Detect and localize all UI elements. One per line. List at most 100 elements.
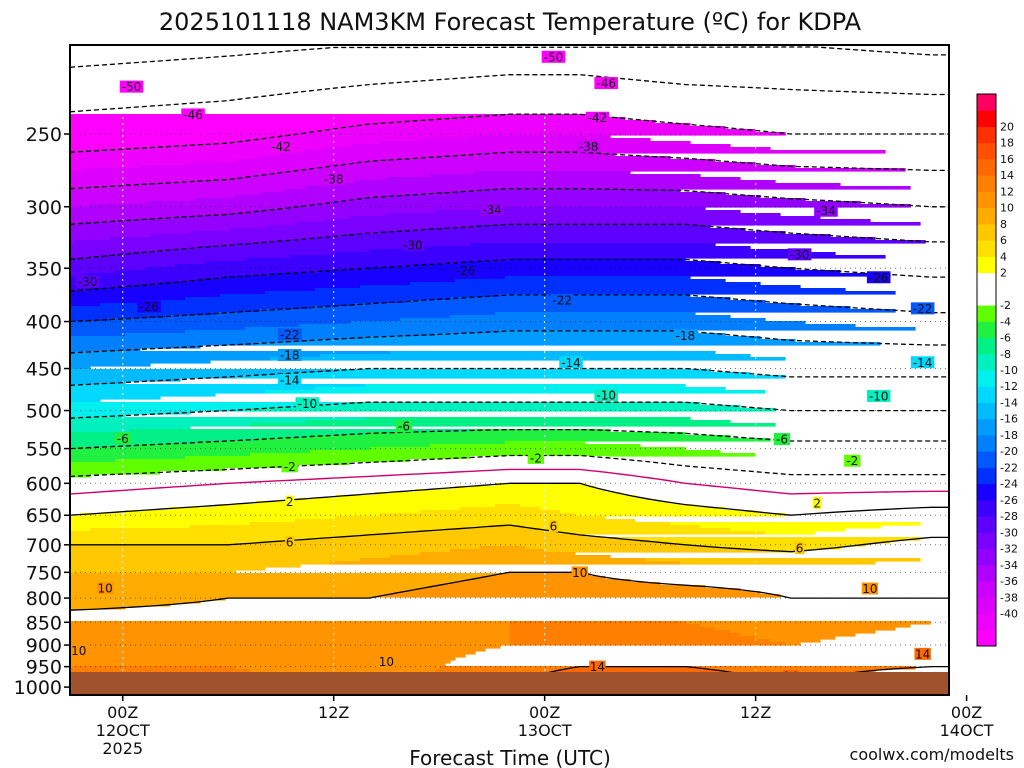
colorbar-label-8: 8 <box>1000 218 1007 231</box>
contour-line--2 <box>70 454 949 478</box>
contour-label-11: -30 <box>403 238 423 252</box>
contour-label-3: -46 <box>596 77 616 91</box>
contour-label-18: -22 <box>913 302 933 316</box>
colorbar-swatch-24 <box>977 240 996 257</box>
colorbar-label--26: -26 <box>1000 494 1018 507</box>
colorbar-label--12: -12 <box>1000 380 1018 393</box>
contour-label-27: -6 <box>117 432 129 446</box>
contour-line--34 <box>70 187 949 225</box>
contour-label-35: 6 <box>286 535 294 549</box>
contour-line--38 <box>70 151 949 190</box>
colorbar-swatch-29 <box>977 158 996 176</box>
colorbar-swatch-13 <box>977 418 996 436</box>
x-tick-label-0-2: 2025 <box>102 739 143 758</box>
colorbar-swatch-32 <box>977 110 996 127</box>
colorbar-swatch-23 <box>977 256 996 274</box>
colorbar-label-6: 6 <box>1000 234 1007 247</box>
colorbar-label--24: -24 <box>1000 478 1018 491</box>
contour-line--30 <box>70 223 949 261</box>
x-tick-label-24-0: 00Z <box>529 703 560 722</box>
colorbar-swatch-18 <box>977 337 996 355</box>
y-tick-label-950: 950 <box>26 657 62 679</box>
contour-line-2 <box>70 482 949 516</box>
y-tick-label-900: 900 <box>26 635 62 657</box>
colorbar-label--4: -4 <box>1000 315 1011 328</box>
colorbar-label--32: -32 <box>1000 543 1018 556</box>
colorbar-label--36: -36 <box>1000 575 1018 588</box>
contour-label-5: -42 <box>588 111 608 125</box>
contour-label-2: -46 <box>183 108 203 122</box>
contour-label-19: -18 <box>280 349 300 363</box>
contour-label-15: -26 <box>869 271 889 285</box>
contour-label-24: -10 <box>298 397 318 411</box>
colorbar-label--14: -14 <box>1000 396 1018 409</box>
colorbar-label--28: -28 <box>1000 510 1018 523</box>
colorbar-swatch-30 <box>977 142 996 160</box>
contour-label-36: 6 <box>550 520 558 534</box>
contour-label-8: -34 <box>482 203 502 217</box>
colorbar-swatch-3 <box>977 581 996 598</box>
colorbar-swatch-26 <box>977 207 996 225</box>
colorbar-swatch-5 <box>977 548 996 566</box>
colorbar-label-2: 2 <box>1000 267 1007 280</box>
contour-line--26 <box>70 258 949 292</box>
colorbar-swatch-8 <box>977 499 996 517</box>
colorbar-label--16: -16 <box>1000 413 1018 426</box>
contour-label-31: -2 <box>530 451 542 465</box>
colorbar-swatch-22 <box>977 272 996 290</box>
colorbar-frame <box>976 93 997 647</box>
x-tick-label-0-1: 12OCT <box>96 721 150 740</box>
colorbar-label--10: -10 <box>1000 364 1018 377</box>
contour-label-37: 6 <box>796 542 804 556</box>
contour-label-42: 10 <box>862 582 877 596</box>
contour-label-39: 10 <box>71 644 86 658</box>
colorbar-swatch-28 <box>977 175 996 192</box>
colorbar-label--40: -40 <box>1000 608 1018 621</box>
colorbar-swatch-31 <box>977 126 996 144</box>
colorbar-swatch-12 <box>977 434 996 452</box>
colorbar-swatch-0 <box>977 629 996 647</box>
x-tick-label-0-0: 00Z <box>107 703 138 722</box>
y-tick-label-850: 850 <box>26 612 62 634</box>
colorbar-swatch-17 <box>977 353 996 371</box>
colorbar-swatch-33 <box>977 94 996 111</box>
contour-label-32: -2 <box>846 454 858 468</box>
colorbar: 20 18 16 14 12 10 8 6 4 2 -2 -4 -6 -8 -10 -12 -14 -16 -18 -… <box>976 93 1018 647</box>
colorbar-label-20: 20 <box>1000 120 1014 133</box>
colorbar-swatch-25 <box>977 223 996 241</box>
x-tick-label-24-1: 13OCT <box>518 721 572 740</box>
contour-label-4: -42 <box>271 140 291 154</box>
contour-label-6: -38 <box>324 173 344 187</box>
contour-label-10: -30 <box>78 275 98 289</box>
colorbar-swatch-21 <box>977 288 996 306</box>
colorbar-label-4: 4 <box>1000 250 1007 263</box>
contour-line--18 <box>70 330 949 354</box>
colorbar-label-18: 18 <box>1000 137 1014 150</box>
contour-label-25: -10 <box>596 389 616 403</box>
plot-frame <box>69 44 950 696</box>
contour-label-45: 14 <box>915 647 930 661</box>
x-tick-label-36-0: 12Z <box>740 703 771 722</box>
contour-label-1: -50 <box>544 50 564 64</box>
credit-link[interactable]: coolwx.com/modelts <box>850 745 1014 764</box>
colorbar-swatch-4 <box>977 564 996 582</box>
colorbar-swatch-2 <box>977 597 996 615</box>
contour-line--14 <box>70 367 949 386</box>
contour-label-40: 10 <box>379 655 394 669</box>
colorbar-swatch-14 <box>977 402 996 420</box>
colorbar-swatch-1 <box>977 613 996 631</box>
ground-surface <box>70 672 949 695</box>
contour-line--46 <box>70 74 949 113</box>
x-tick-label-48-0: 00Z <box>951 703 982 722</box>
y-tick-label-350: 350 <box>26 258 62 280</box>
contour-line--10 <box>70 401 949 419</box>
y-tick-label-450: 450 <box>26 359 62 381</box>
y-tick-label-500: 500 <box>26 401 62 423</box>
colorbar-label-14: 14 <box>1000 169 1014 182</box>
contour-label-41: 10 <box>572 566 587 580</box>
colorbar-label--8: -8 <box>1000 348 1011 361</box>
colorbar-label--2: -2 <box>1000 299 1011 312</box>
contour-line--42 <box>70 113 949 153</box>
contour-label-17: -22 <box>552 294 572 308</box>
